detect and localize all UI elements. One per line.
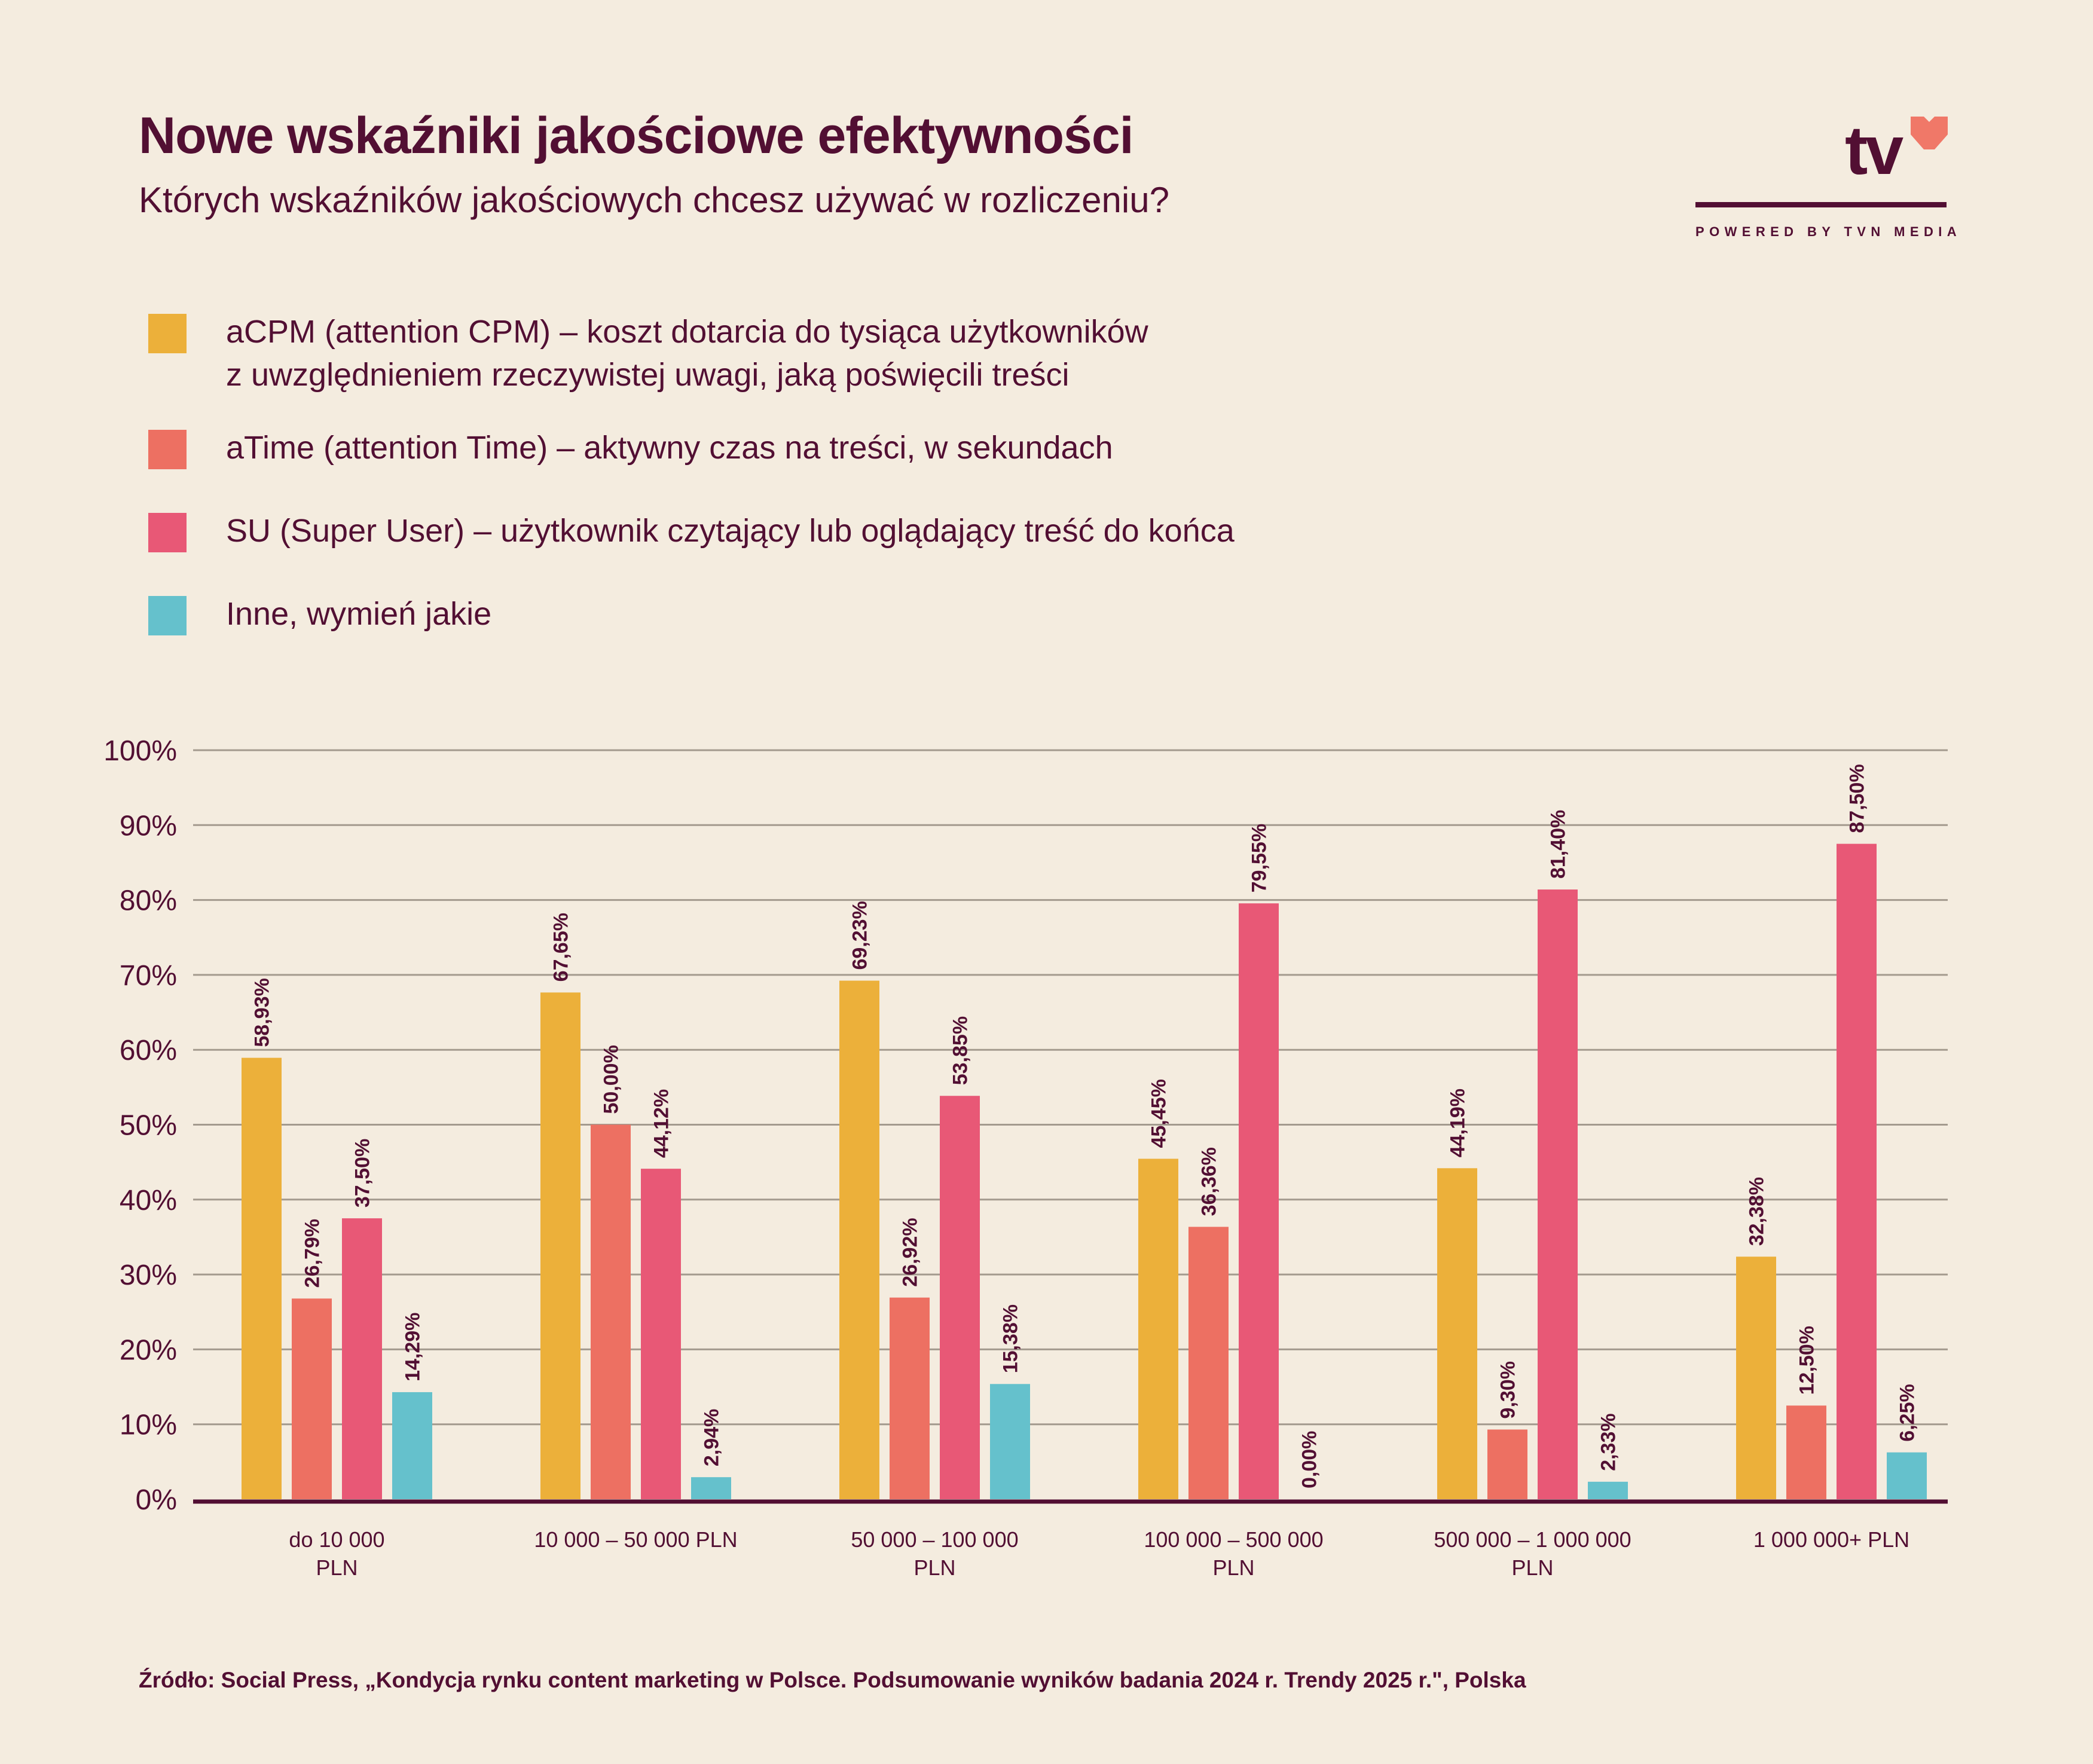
x-category-label: 100 000 – 500 000 — [1144, 1527, 1323, 1552]
data-label-inne-2: 2,94% — [701, 1409, 723, 1466]
data-label-inne-4: 0,00% — [1298, 1431, 1321, 1488]
bar-su-5 — [1538, 889, 1578, 1499]
data-label-atime-5: 9,30% — [1497, 1361, 1520, 1418]
legend-swatch-inne — [148, 596, 187, 635]
data-label-su-3: 53,85% — [949, 1016, 972, 1085]
bar-acpm-1 — [242, 1057, 282, 1499]
legend-label-inne: Inne, wymień jakie — [226, 596, 492, 632]
bars — [242, 843, 1927, 1499]
bar-acpm-5 — [1437, 1168, 1477, 1499]
y-tick-label: 50% — [120, 1110, 177, 1142]
bar-inne-6 — [1887, 1452, 1927, 1499]
page-subtitle: Których wskaźników jakościowych chcesz u… — [139, 180, 1169, 220]
y-tick-label: 90% — [120, 810, 177, 842]
data-label-su-2: 44,12% — [650, 1089, 673, 1158]
x-category-label: do 10 000 — [289, 1527, 384, 1552]
legend-swatch-acpm — [148, 314, 187, 353]
x-category-label: PLN — [913, 1555, 955, 1580]
x-category-label: PLN — [316, 1555, 358, 1580]
gridlines — [193, 749, 1948, 1426]
data-label-su-6: 87,50% — [1846, 764, 1869, 833]
x-axis-categories: do 10 000 PLN 10 000 – 50 000 PLN 50 000 – … — [289, 1527, 1909, 1580]
bar-su-1 — [342, 1218, 382, 1499]
bar-acpm-2 — [540, 992, 580, 1499]
data-label-acpm-5: 44,19% — [1447, 1089, 1469, 1157]
logo-tagline: POWERED BY TVN MEDIA — [1695, 224, 1962, 239]
bar-su-4 — [1239, 903, 1279, 1499]
source-note: Źródło: Social Press, „Kondycja rynku co… — [139, 1668, 1526, 1692]
data-label-su-5: 81,40% — [1547, 810, 1570, 879]
data-label-acpm-2: 67,65% — [550, 913, 573, 982]
heart-icon — [1911, 117, 1948, 149]
y-tick-label: 30% — [120, 1259, 177, 1291]
bar-atime-6 — [1786, 1405, 1826, 1499]
x-category-label: 1 000 000+ PLN — [1753, 1527, 1909, 1552]
bar-su-2 — [641, 1169, 681, 1499]
bar-atime-4 — [1188, 1227, 1229, 1499]
legend-swatch-atime — [148, 430, 187, 469]
data-label-su-1: 37,50% — [352, 1139, 374, 1207]
data-label-inne-3: 15,38% — [1000, 1304, 1022, 1373]
bar-su-3 — [940, 1096, 980, 1499]
y-tick-label: 40% — [120, 1185, 177, 1216]
bar-atime-3 — [890, 1297, 930, 1499]
x-category-label: 10 000 – 50 000 PLN — [534, 1527, 737, 1552]
legend-label-su: SU (Super User) – użytkownik czytający l… — [226, 513, 1235, 549]
tvn-logo: tv POWERED BY TVN MEDIA — [1695, 112, 1962, 248]
y-tick-label: 0% — [136, 1484, 177, 1516]
bar-inne-2 — [691, 1477, 731, 1499]
data-labels: 58,93% 26,79% 37,50% 14,29% 67,65% 50,00% 44,1… — [251, 764, 1919, 1488]
legend-label-acpm: aCPM (attention CPM) – koszt dotarcia do… — [226, 314, 1148, 393]
data-label-atime-4: 36,36% — [1198, 1147, 1221, 1216]
data-label-acpm-3: 69,23% — [849, 901, 872, 970]
x-category-label: PLN — [1511, 1555, 1553, 1580]
data-label-inne-6: 6,25% — [1896, 1384, 1919, 1441]
data-label-inne-1: 14,29% — [402, 1313, 424, 1381]
bar-acpm-4 — [1138, 1158, 1178, 1499]
legend-swatch-su — [148, 513, 187, 552]
data-label-atime-2: 50,00% — [600, 1045, 623, 1114]
y-tick-label: 80% — [120, 885, 177, 917]
page-title: Nowe wskaźniki jakościowe efektywności — [139, 107, 1134, 164]
bar-atime-2 — [591, 1124, 631, 1499]
bar-inne-5 — [1588, 1481, 1628, 1499]
bar-inne-1 — [392, 1392, 432, 1499]
data-label-su-4: 79,55% — [1248, 824, 1271, 892]
data-label-acpm-1: 58,93% — [251, 978, 274, 1047]
y-tick-label: 100% — [103, 735, 177, 767]
bar-inne-3 — [990, 1384, 1030, 1499]
y-tick-label: 10% — [120, 1410, 177, 1441]
bar-su-6 — [1837, 843, 1877, 1499]
y-tick-label: 60% — [120, 1035, 177, 1066]
y-axis-ticks: 0% 10% 20% 30% 40% 50% 60% 70% 80% 90% 100% — [103, 735, 177, 1516]
x-category-label: 500 000 – 1 000 000 — [1434, 1527, 1631, 1552]
legend-label-atime: aTime (attention Time) – aktywny czas na… — [226, 430, 1113, 466]
logo-wordmark: tv — [1845, 112, 1903, 189]
bar-acpm-6 — [1736, 1256, 1776, 1499]
y-tick-label: 70% — [120, 960, 177, 992]
data-label-acpm-6: 32,38% — [1746, 1177, 1768, 1246]
bar-atime-1 — [292, 1298, 332, 1499]
logo-divider — [1695, 202, 1947, 207]
x-category-label: 50 000 – 100 000 — [851, 1527, 1018, 1552]
data-label-inne-5: 2,33% — [1597, 1413, 1620, 1470]
data-label-atime-1: 26,79% — [301, 1219, 324, 1288]
data-label-atime-3: 26,92% — [899, 1218, 922, 1286]
x-category-label: PLN — [1212, 1555, 1254, 1580]
bar-atime-5 — [1487, 1429, 1527, 1499]
y-tick-label: 20% — [120, 1334, 177, 1366]
data-label-atime-6: 12,50% — [1796, 1326, 1819, 1395]
bar-acpm-3 — [839, 980, 879, 1499]
data-label-acpm-4: 45,45% — [1148, 1079, 1171, 1148]
